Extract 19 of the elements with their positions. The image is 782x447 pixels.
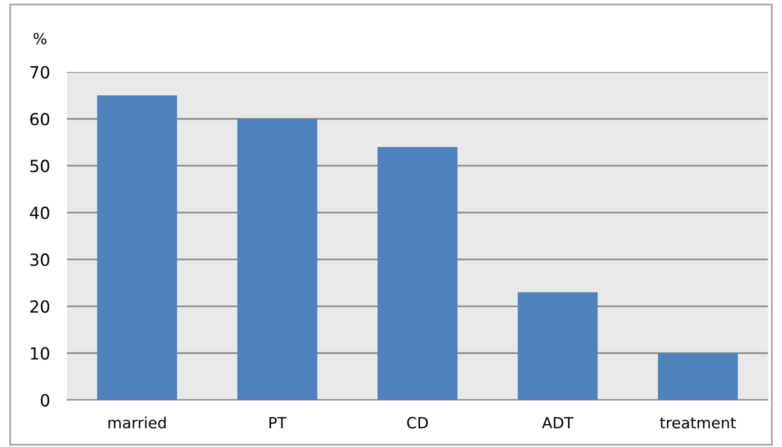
y-tick-label: 50 [30, 160, 50, 172]
bar [237, 118, 318, 400]
x-tick-label: married [108, 416, 166, 428]
bar [658, 353, 738, 400]
x-tick-label: treatment [660, 418, 736, 428]
y-tick-label: 70 [30, 66, 50, 79]
bar [97, 95, 178, 400]
y-tick-label: 10 [30, 347, 50, 360]
x-tick-label: PT [270, 417, 287, 428]
y-tick-label: 40 [30, 206, 50, 220]
x-tick-label: ADT [542, 417, 574, 428]
y-tick-label: 30 [30, 253, 50, 266]
bar [518, 292, 598, 400]
y-axis-title: % [34, 32, 46, 44]
y-tick-label: 0 [40, 394, 50, 407]
x-tick-label: CD [407, 416, 428, 428]
bar [378, 146, 458, 400]
y-tick-label: 20 [30, 300, 50, 313]
y-tick-label: 60 [30, 112, 50, 126]
